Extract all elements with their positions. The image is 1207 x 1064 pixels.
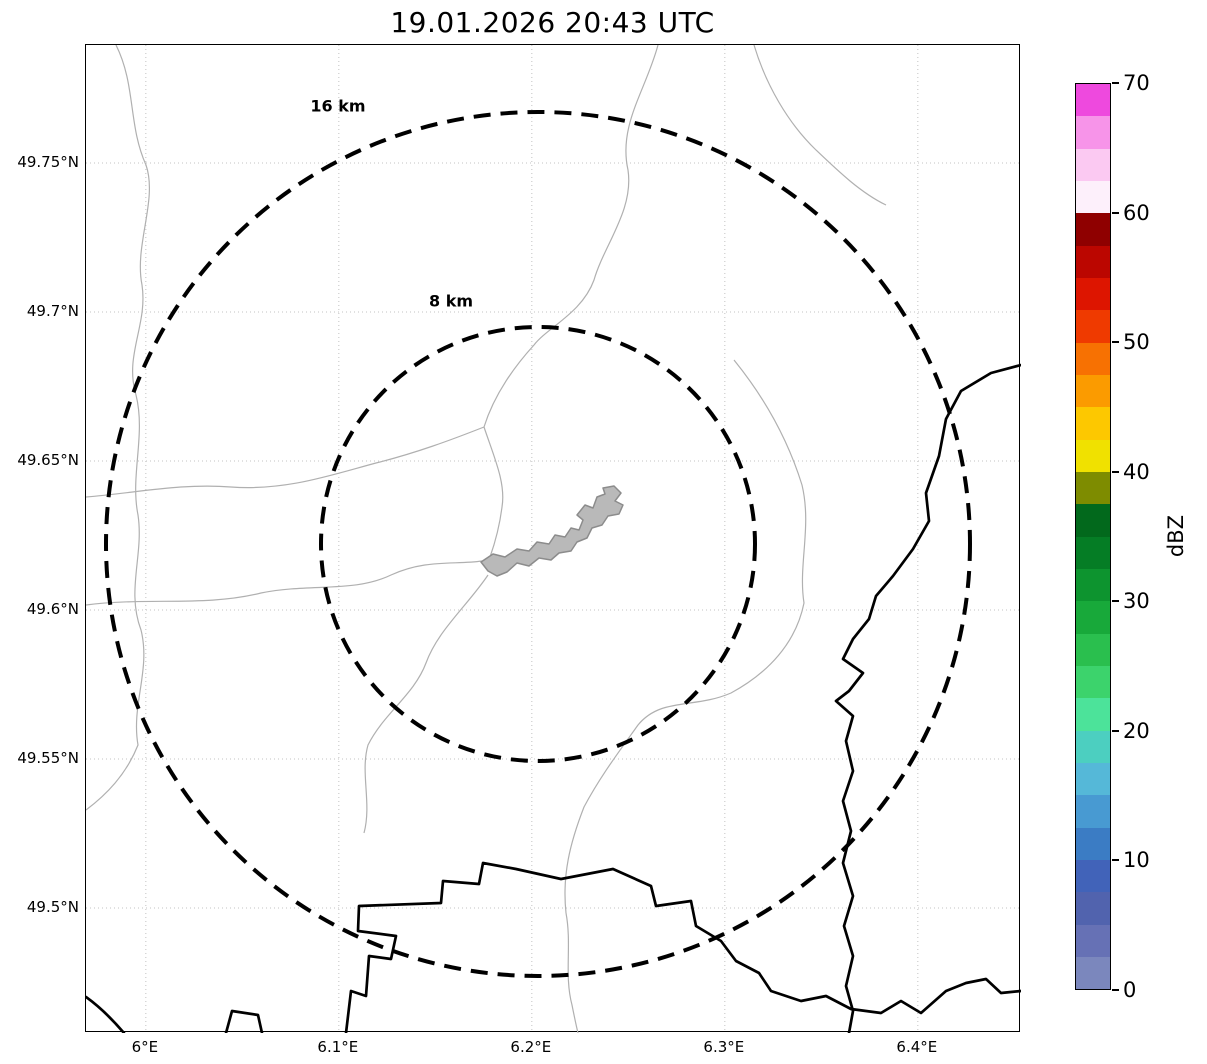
x-axis-tick-label: 6.4°E [896, 1038, 938, 1056]
colorbar-segment [1076, 342, 1110, 375]
admin-boundary-line [565, 912, 579, 1033]
map-canvas [86, 45, 1021, 1033]
colorbar-segment [1076, 762, 1110, 796]
colorbar-tick-mark [1112, 470, 1119, 473]
colorbar-segment [1076, 471, 1110, 505]
admin-boundary-lines [86, 45, 887, 1033]
country-border-south [344, 861, 1021, 1033]
colorbar-segment [1076, 859, 1110, 893]
city-outline [480, 485, 624, 577]
colorbar-segment [1076, 407, 1110, 440]
colorbar-segment [1076, 374, 1110, 408]
map-area: 16 km 8 km [85, 44, 1021, 1033]
colorbar-tick-label: 50 [1123, 330, 1150, 355]
colorbar-tick-label: 0 [1123, 978, 1137, 1002]
country-border-east [834, 363, 1021, 1033]
colorbar [1075, 83, 1111, 990]
colorbar-segment [1076, 795, 1110, 828]
colorbar-tick-label: 70 [1123, 71, 1150, 95]
colorbar-axis-label: dBZ [1164, 514, 1188, 558]
x-axis-tick-label: 6.3°E [703, 1038, 745, 1056]
colorbar-tick-label: 60 [1123, 200, 1150, 225]
x-axis-tick-label: 6.2°E [510, 1038, 552, 1056]
colorbar-segment [1076, 180, 1110, 214]
colorbar-segment [1076, 892, 1110, 925]
colorbar-segment [1076, 277, 1110, 311]
range-ring-label-16km: 16 km [310, 96, 366, 116]
colorbar-tick-mark [1112, 600, 1119, 603]
admin-boundary-line [86, 560, 483, 606]
colorbar-segment [1076, 633, 1110, 666]
colorbar-segment [1076, 827, 1110, 860]
colorbar-tick-mark [1112, 341, 1119, 344]
y-axis-tick-label: 49.5°N [26, 898, 79, 916]
x-axis-tick-label: 6.1°E [317, 1038, 359, 1056]
x-axis-tick-label: 6°E [131, 1038, 159, 1056]
colorbar-tick-label: 30 [1123, 589, 1150, 614]
colorbar-segment [1076, 730, 1110, 763]
colorbar-tick-mark [1112, 859, 1119, 862]
range-rings [104, 110, 972, 978]
colorbar-segment [1076, 245, 1110, 278]
admin-boundary-line [564, 359, 807, 914]
range-ring-16km [104, 110, 972, 978]
colorbar-tick-mark [1112, 82, 1119, 84]
colorbar-segment [1076, 665, 1110, 699]
colorbar-segment [1076, 956, 1110, 990]
country-border-lines [86, 363, 1021, 1033]
colorbar-segment [1076, 439, 1110, 472]
range-ring-label-8km: 8 km [428, 291, 474, 311]
y-axis-tick-label: 49.55°N [17, 749, 79, 767]
colorbar-tick-mark [1112, 729, 1119, 732]
colorbar-segment [1076, 601, 1110, 634]
colorbar-tick-label: 20 [1123, 718, 1150, 743]
colorbar-tick-label: 10 [1123, 848, 1150, 873]
admin-boundary-line [483, 45, 659, 428]
colorbar-segment [1076, 698, 1110, 731]
admin-boundary-line [483, 426, 504, 558]
y-axis-tick-label: 49.6°N [26, 600, 79, 618]
colorbar-segment [1076, 568, 1110, 602]
admin-boundary-line [363, 574, 489, 834]
admin-boundary-line [753, 45, 887, 206]
colorbar-tick-label: 40 [1123, 459, 1150, 484]
colorbar-segment [1076, 310, 1110, 343]
colorbar-tick-mark [1112, 211, 1119, 214]
y-axis-tick-label: 49.65°N [17, 451, 79, 469]
colorbar-segment [1076, 504, 1110, 537]
colorbar-segment [1076, 84, 1110, 117]
colorbar-tick-mark [1112, 989, 1119, 991]
range-ring-8km [319, 325, 757, 763]
colorbar-segment [1076, 536, 1110, 569]
country-border-southwest [86, 995, 126, 1033]
graticule [86, 45, 1021, 1033]
country-border-notch [224, 1009, 264, 1033]
admin-boundary-line [86, 426, 485, 498]
admin-boundary-line [86, 45, 150, 811]
colorbar-segment [1076, 924, 1110, 957]
plot-title: 19.01.2026 20:43 UTC [390, 6, 715, 39]
colorbar-segment [1076, 213, 1110, 246]
y-axis-tick-label: 49.75°N [17, 153, 79, 171]
colorbar-segment [1076, 148, 1110, 181]
y-axis-tick-label: 49.7°N [26, 302, 79, 320]
colorbar-segment [1076, 116, 1110, 149]
